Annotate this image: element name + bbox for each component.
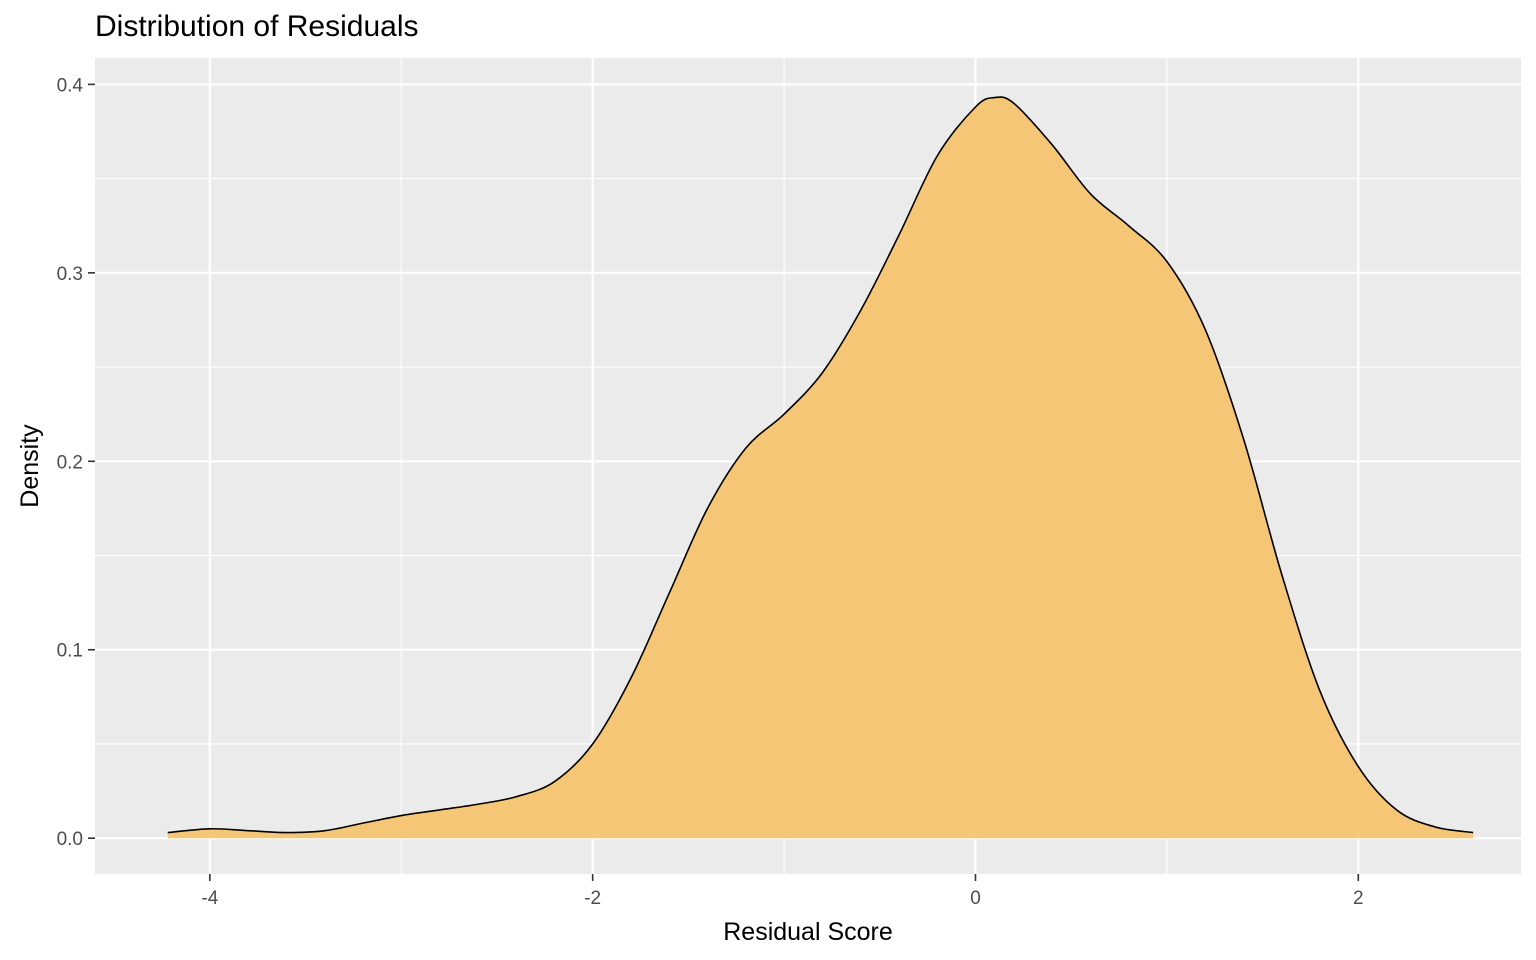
axis-tick-labels: -4 -2 0 2 0.0 0.1 0.2 0.3 0.4 bbox=[57, 75, 1364, 909]
density-line bbox=[167, 96, 1474, 834]
y-tick-label: 0.2 bbox=[57, 452, 83, 473]
x-tick-label: -4 bbox=[201, 888, 218, 909]
y-axis-title: Density bbox=[16, 424, 44, 508]
y-tick-label: 0.0 bbox=[57, 829, 83, 850]
x-tick-label: 0 bbox=[970, 888, 981, 909]
density-layer bbox=[167, 96, 1474, 839]
x-axis-title: Residual Score bbox=[723, 918, 893, 946]
y-tick-label: 0.3 bbox=[57, 264, 83, 285]
axis-ticks bbox=[88, 83, 1360, 881]
y-tick-label: 0.1 bbox=[57, 641, 83, 662]
y-tick-label: 0.4 bbox=[57, 75, 84, 96]
density-area bbox=[167, 97, 1474, 839]
x-tick-label: -2 bbox=[584, 888, 601, 909]
chart-title: Distribution of Residuals bbox=[95, 10, 419, 43]
x-tick-label: 2 bbox=[1353, 888, 1364, 909]
major-gridlines bbox=[95, 58, 1521, 874]
